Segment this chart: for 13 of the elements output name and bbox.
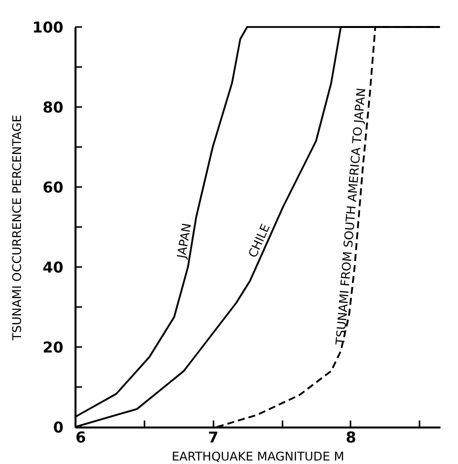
text: JAPAN — [174, 222, 194, 260]
y-tick-label: 100 — [32, 18, 64, 36]
x-axis-title: EARTHQUAKE MAGNITUDE M — [172, 450, 344, 464]
y-axis-title: TSUNAMI OCCURRENCE PERCENTAGE — [10, 114, 24, 342]
y-tick-label: 60 — [42, 178, 64, 196]
x-tick-label: 8 — [346, 428, 356, 446]
y-tick-label: 20 — [42, 338, 64, 356]
y-tick-label: 40 — [42, 258, 64, 276]
text: TSUNAMI FROM SOUTH AMERICA TO JAPAN — [333, 87, 368, 346]
x-tick-label: 6 — [76, 428, 86, 446]
y-tick-label: 80 — [42, 98, 64, 116]
x-tick-label: 7 — [208, 428, 218, 446]
y-tick-label: 0 — [53, 418, 64, 436]
